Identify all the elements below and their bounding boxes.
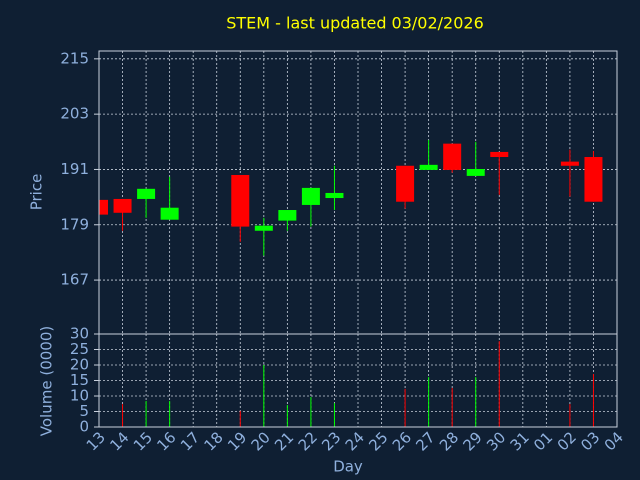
x-tick-label: 03 <box>577 428 603 454</box>
x-tick-label: 28 <box>436 428 462 454</box>
volume-tick-label: 30 <box>70 325 89 343</box>
y-tick-label: 191 <box>60 160 89 178</box>
x-tick-label: 26 <box>389 428 415 454</box>
volume-tick-label: 15 <box>70 371 89 389</box>
y-tick-label: 167 <box>60 271 89 289</box>
candle-body <box>113 198 132 213</box>
x-tick-label: 04 <box>601 428 627 454</box>
x-tick-label: 24 <box>342 428 368 454</box>
candle-body <box>231 174 250 227</box>
volume-tick-label: 25 <box>70 340 89 358</box>
x-tick-label: 31 <box>507 428 533 454</box>
volume-tick-label: 0 <box>79 418 89 436</box>
candle-body <box>160 207 179 220</box>
x-tick-label: 02 <box>554 428 580 454</box>
x-tick-label: 16 <box>153 428 179 454</box>
x-tick-label: 30 <box>483 428 509 454</box>
volume-tick-label: 10 <box>70 387 89 405</box>
candle-body <box>443 143 462 170</box>
volume-tick-label: 20 <box>70 356 89 374</box>
x-tick-label: 19 <box>224 428 250 454</box>
candle-body <box>278 210 297 221</box>
x-axis-label: Day <box>333 458 363 476</box>
volume-frame <box>98 333 618 428</box>
x-tick-label: 22 <box>295 428 321 454</box>
y-tick-label: 203 <box>60 105 89 123</box>
candle-body <box>137 188 156 199</box>
x-tick-label: 27 <box>412 428 438 454</box>
candle-body <box>490 151 509 158</box>
x-tick-label: 14 <box>106 428 132 454</box>
x-tick-label: 01 <box>530 428 556 454</box>
candle-body <box>419 164 438 170</box>
x-tick-label: 17 <box>177 428 203 454</box>
candle-body <box>301 187 320 205</box>
x-tick-label: 25 <box>365 428 391 454</box>
x-tick-label: 15 <box>130 428 156 454</box>
x-tick-label: 21 <box>271 428 297 454</box>
y-tick-label: 179 <box>60 215 89 233</box>
x-tick-label: 29 <box>460 428 486 454</box>
chart-title: STEM - last updated 03/02/2026 <box>226 14 484 33</box>
candle-body <box>325 192 344 199</box>
volume-tick-label: 5 <box>79 402 89 420</box>
candle-body <box>254 225 273 231</box>
candle-body <box>560 161 579 166</box>
candle-body <box>99 199 108 215</box>
volume-axis-label: Volume (0000) <box>38 326 56 436</box>
candle-body <box>466 168 485 176</box>
candle-body <box>396 165 415 202</box>
x-tick-label: 23 <box>318 428 344 454</box>
y-tick-label: 215 <box>60 49 89 67</box>
y-axis-label: Price <box>28 174 46 211</box>
candle-body <box>584 157 603 202</box>
x-tick-label: 18 <box>201 428 227 454</box>
x-tick-label: 20 <box>248 428 274 454</box>
